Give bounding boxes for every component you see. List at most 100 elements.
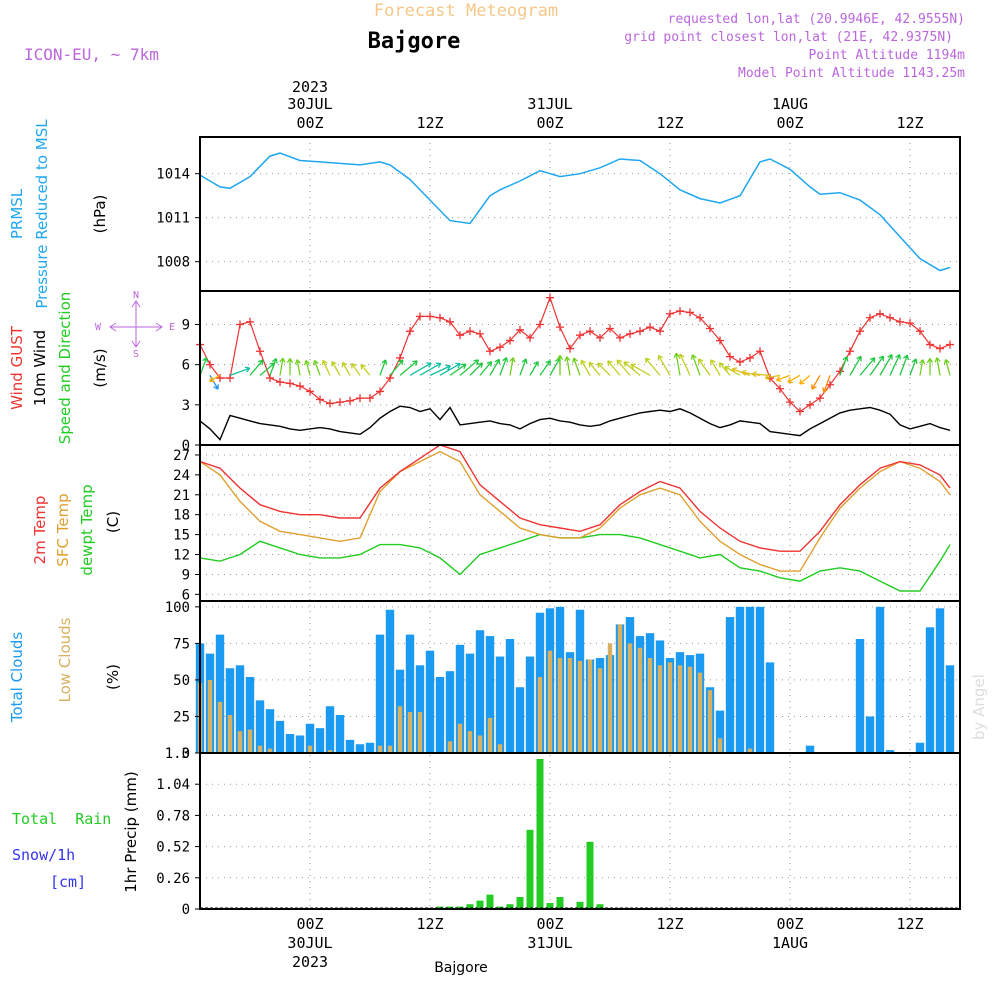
cm-label: [cm] [50, 873, 86, 891]
hpa-label: (hPa) [91, 195, 109, 234]
gust-point [506, 336, 514, 345]
low-cloud-bar [397, 706, 403, 753]
total-cloud-bar [755, 606, 765, 753]
gust-point [646, 323, 654, 332]
rain-bar [516, 897, 524, 909]
total-cloud-bar [215, 634, 225, 753]
gust-point [606, 324, 614, 333]
rain-bar [536, 759, 544, 909]
temp-tick-label: 27 [173, 448, 190, 464]
wind-direction-arrow [859, 357, 876, 376]
low-cloud-bar [247, 729, 253, 753]
wind-direction-arrow [616, 359, 631, 376]
total-cloud-bar [885, 750, 895, 753]
wind-direction-arrow [839, 356, 849, 376]
precip-tick-label: 1.04 [156, 777, 190, 793]
rain-bar [556, 897, 564, 909]
wind-direction-arrow [889, 353, 901, 376]
total-cloud-bar [525, 656, 535, 753]
wind-direction-arrow [775, 374, 791, 382]
gust-point [536, 320, 544, 329]
gust-point [806, 400, 814, 409]
wind-tick-label: 3 [182, 398, 190, 414]
top-time-label: 12Z [896, 114, 923, 132]
total-cloud-bar [725, 617, 735, 753]
total-cloud-bar [275, 720, 285, 753]
wind-direction-arrow [469, 362, 484, 376]
marks-layer [195, 152, 960, 909]
wind-direction-arrow [909, 358, 918, 376]
total-cloud-bar [935, 608, 945, 753]
total-rain-label: Total Rain [12, 810, 111, 828]
top-time-label: 31JUL [527, 95, 572, 113]
precip-tick-label: 0 [182, 902, 190, 918]
wind-direction-arrow [499, 357, 509, 376]
wind-direction-arrow [926, 358, 934, 376]
compass-e: E [169, 322, 175, 333]
wind-direction-arrow [564, 356, 571, 376]
wind-direction-arrow [429, 364, 451, 376]
gust-point [716, 336, 724, 345]
gust-point [256, 347, 264, 356]
wind10-series-line [199, 405, 951, 441]
temp-tick-label: 21 [173, 488, 190, 504]
gust-point [276, 378, 284, 387]
low-cloud-bar [567, 658, 573, 753]
wind-direction-arrow [869, 355, 885, 376]
requested-coords: requested lon,lat (20.9946E, 42.9555N) [668, 12, 965, 27]
dewpt-series-line [199, 533, 951, 592]
top-year-label: 2023 [292, 78, 328, 96]
total-cloud-bar [235, 665, 245, 753]
total-cloud-bar [505, 639, 515, 753]
total-cloud-bar [245, 677, 255, 753]
speed-dir-label: Speed and Direction [56, 292, 74, 445]
rain-bar [466, 904, 474, 909]
low-cloud-bar [747, 748, 753, 753]
gust-point [816, 394, 824, 403]
total-cloud-bar [915, 742, 925, 753]
gust-point [516, 325, 524, 334]
total-cloud-bar [485, 636, 495, 753]
compass-n: N [133, 290, 139, 301]
total-cloud-bar [225, 668, 235, 753]
low-cloud-bar [257, 745, 263, 753]
gust-point [926, 340, 934, 349]
total-cloud-bar [255, 700, 265, 753]
footer-location: Bajgore [434, 960, 488, 976]
gust-point [336, 398, 344, 407]
low-cloud-bar [487, 717, 493, 753]
gust-point [486, 347, 494, 356]
wind-direction-arrow [919, 359, 926, 376]
wind-direction-arrow [623, 361, 641, 376]
total-cloud-bar [415, 665, 425, 753]
compass-cross-icon [109, 300, 163, 348]
low-cloud-bar [707, 690, 713, 753]
total-cloud-bar [335, 715, 345, 753]
rain-bar [526, 829, 534, 909]
total-cloud-bar [315, 728, 325, 753]
wind-direction-arrow [294, 359, 301, 376]
wind-direction-arrow [286, 358, 294, 376]
gust-point [676, 307, 684, 316]
wind-direction-arrow [303, 359, 311, 376]
wind-direction-arrow [529, 360, 539, 376]
total-cloud-bar [285, 734, 295, 753]
low-cloud-bar [667, 662, 673, 753]
temp-tick-label: 18 [173, 508, 190, 524]
wind-direction-arrow [279, 357, 286, 376]
wind-direction-arrow [312, 359, 321, 376]
gust-point [226, 374, 234, 383]
wind-direction-arrow [199, 357, 209, 376]
wind-direction-arrow [580, 359, 591, 376]
total-cloud-bar [765, 662, 775, 753]
chart-title: Forecast Meteogram [374, 1, 558, 21]
pct-label: (%) [104, 664, 122, 690]
wind-direction-arrow [751, 371, 771, 378]
gust-point [376, 387, 384, 396]
gust-point [466, 327, 474, 336]
total-cloud-bar [745, 606, 755, 753]
pressure-labels: PRMSL Pressure Reduced to MSL (hPa) [8, 119, 109, 309]
gust-point [596, 333, 604, 342]
total-cloud-bar [385, 609, 395, 753]
rain-bar [546, 903, 554, 909]
